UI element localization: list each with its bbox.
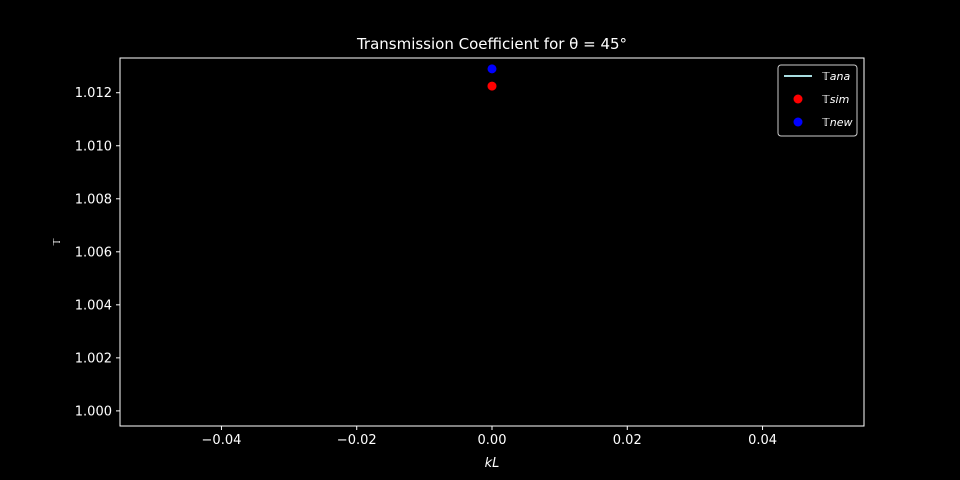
- y-axis: 1.000 1.002 1.004 1.006 1.008 1.010 1.012: [75, 86, 120, 419]
- y-tick-label: 1.006: [75, 245, 112, 260]
- y-tick-label: 1.004: [75, 298, 112, 313]
- legend-entry-label: 𝕋sim: [821, 93, 849, 106]
- plot-frame: [119, 57, 865, 427]
- x-axis: −0.04 −0.02 0.00 0.02 0.04: [202, 426, 777, 448]
- x-tick-label: 0.00: [478, 433, 507, 448]
- data-point: [487, 64, 497, 74]
- legend: 𝕋ana 𝕋sim 𝕋new: [777, 64, 858, 137]
- y-tick-label: 1.002: [75, 351, 112, 366]
- x-axis-label: kL: [485, 456, 500, 471]
- chart-title: Transmission Coefficient for θ = 45°: [356, 35, 627, 53]
- x-tick-label: −0.02: [337, 433, 377, 448]
- y-tick-label: 1.000: [75, 404, 112, 419]
- y-tick-label: 1.010: [75, 139, 112, 154]
- x-tick-label: 0.04: [748, 433, 777, 448]
- legend-entry-label: 𝕋ana: [821, 70, 851, 83]
- x-tick-label: 0.02: [613, 433, 642, 448]
- legend-marker-swatch: [793, 94, 803, 104]
- x-tick-label: −0.04: [202, 433, 242, 448]
- y-tick-label: 1.008: [75, 192, 112, 207]
- data-point: [487, 81, 497, 91]
- y-tick-label: 1.012: [75, 86, 112, 101]
- data-points: [487, 64, 497, 91]
- legend-entry-label: 𝕋new: [821, 116, 853, 129]
- y-axis-label: 𝕋: [52, 238, 63, 247]
- legend-marker-swatch: [793, 117, 803, 127]
